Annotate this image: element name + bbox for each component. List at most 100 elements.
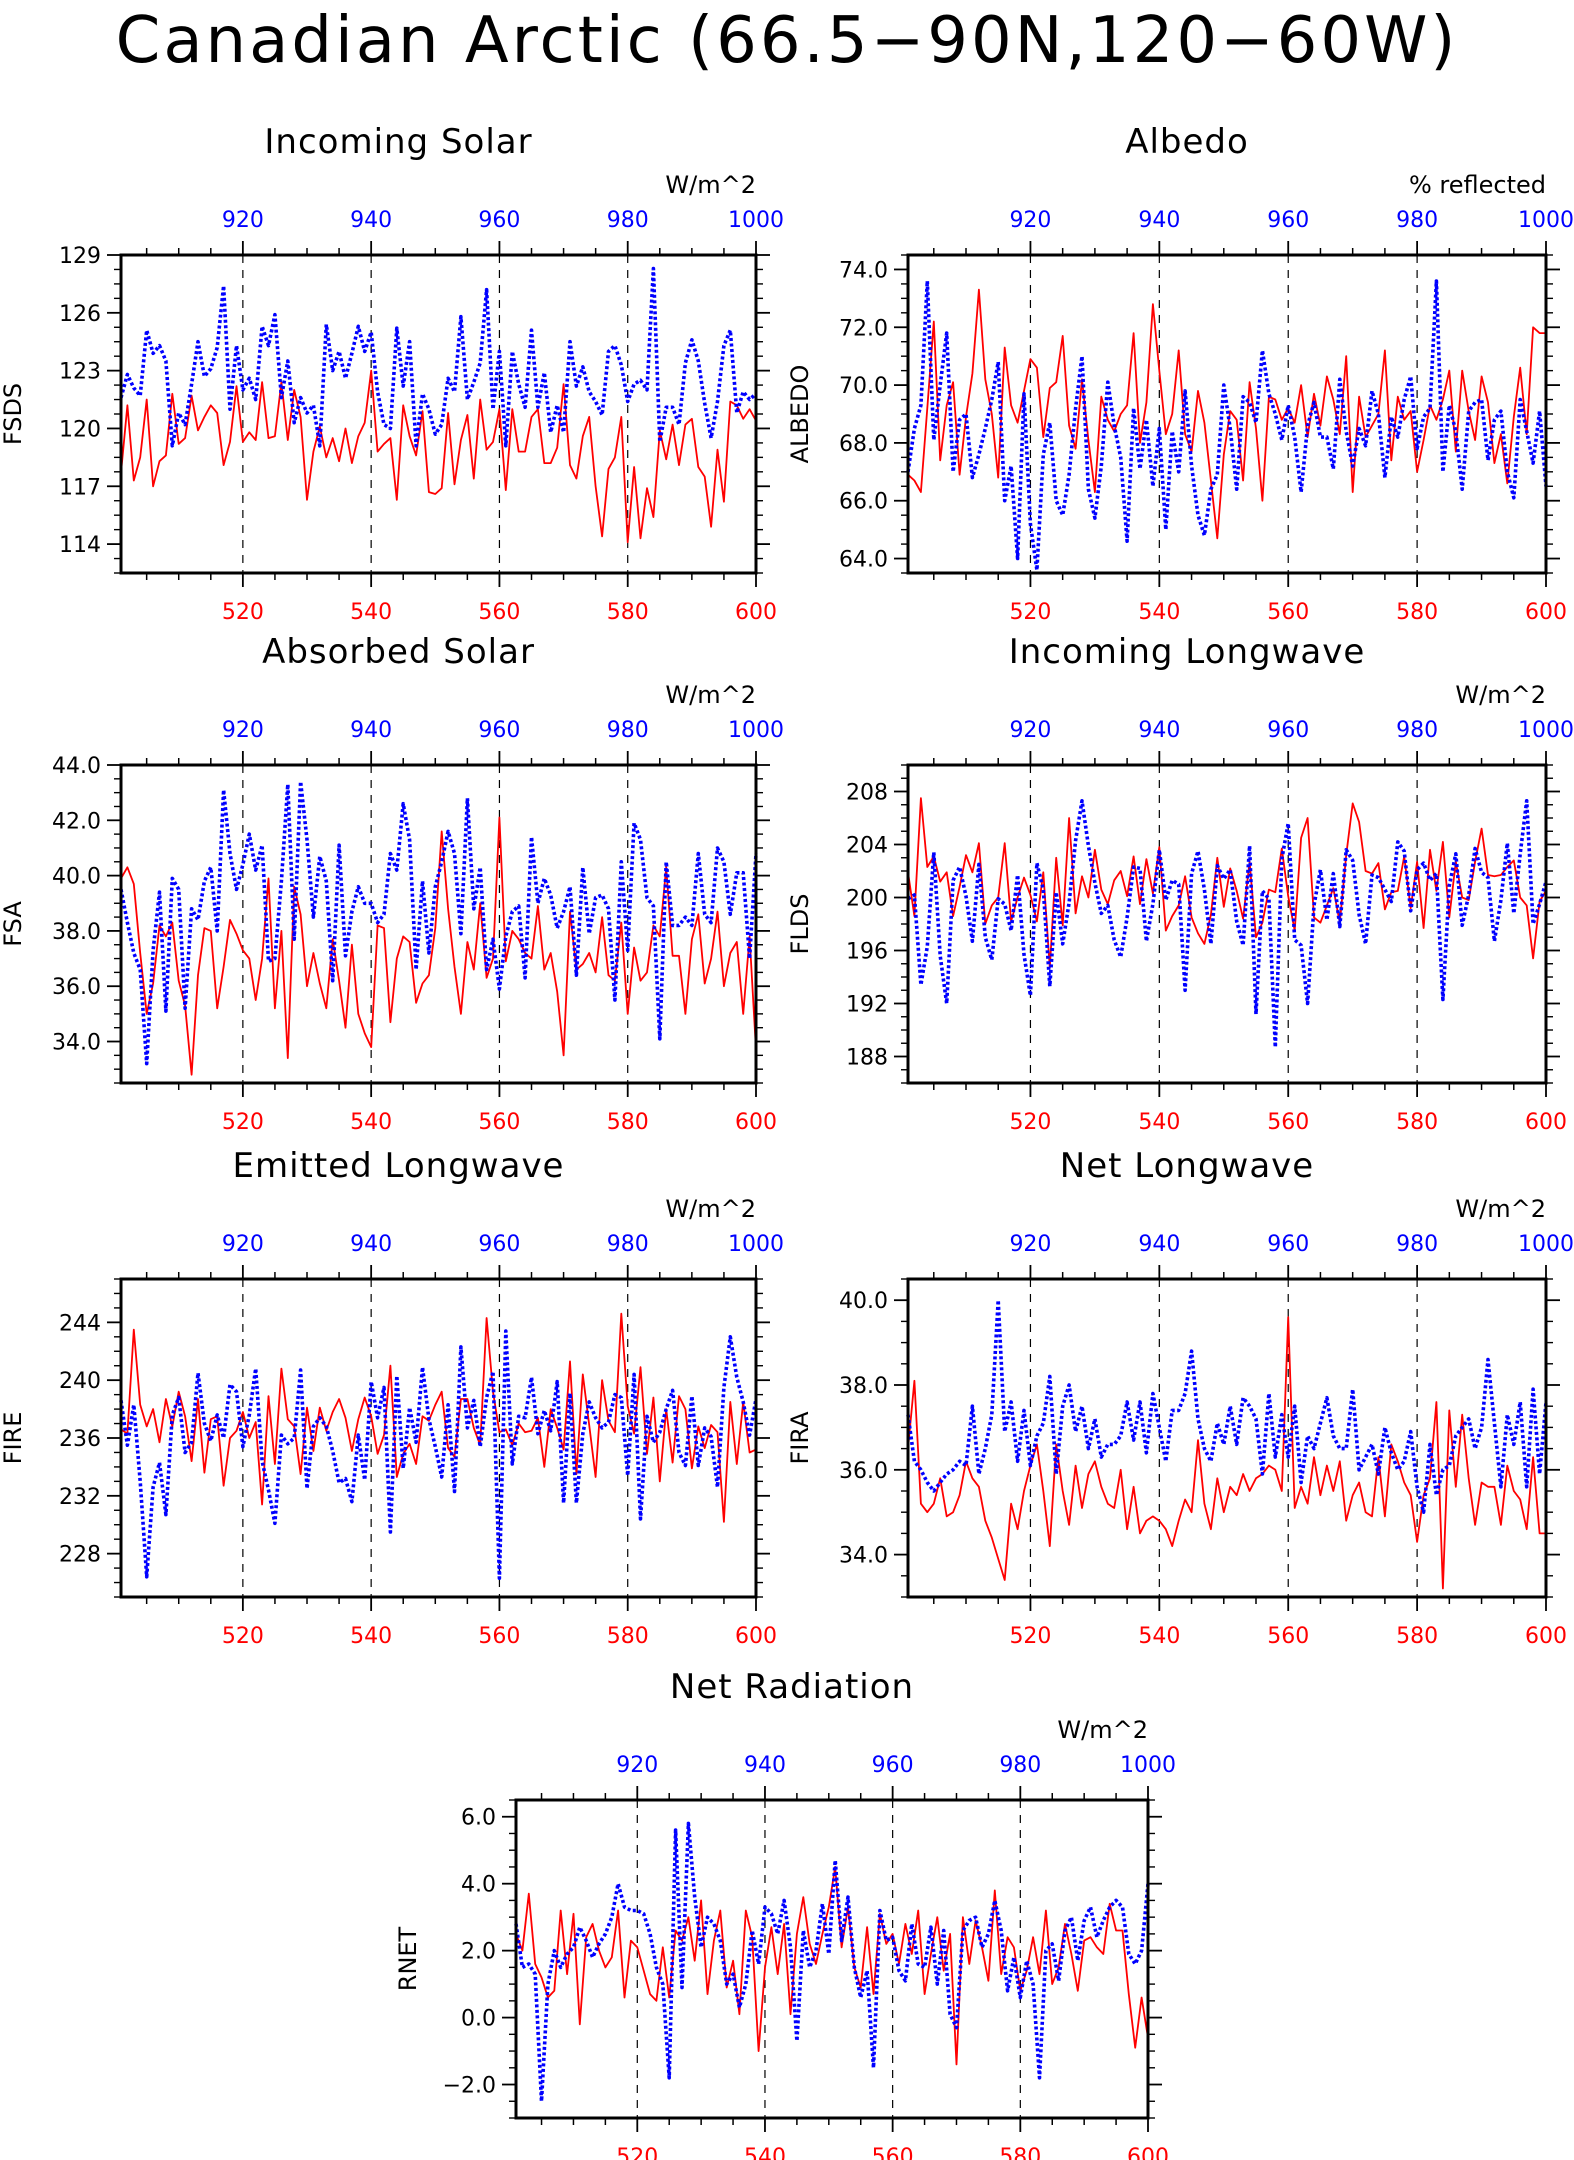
- x-tick-label-bottom: 600: [1525, 600, 1567, 625]
- y-tick-label: 42.0: [52, 809, 101, 834]
- x-tick-label-top: 1000: [1120, 1753, 1176, 1778]
- series-line-albedo-top: [906, 279, 1548, 572]
- x-tick-label-bottom: 580: [607, 1624, 649, 1649]
- panels-container: Incoming Solar W/m^2 FSDS 520 540 560 580 600 92…: [0, 122, 1574, 2160]
- plot-frame-fira: [906, 1277, 1548, 1599]
- series-line-fsa-top: [119, 779, 758, 1066]
- x-tick-label-top: 960: [1267, 718, 1309, 743]
- x-tick-label-bottom: 580: [999, 2145, 1041, 2160]
- chart-panel-fire: Emitted Longwave W/m^2 FIRE 520 540 560 580 600…: [0, 1146, 784, 1649]
- unit-label-flds: W/m^2: [1455, 681, 1546, 709]
- series-line-flds-top: [907, 798, 1548, 1049]
- y-tick-label: 240: [59, 1369, 101, 1394]
- x-tick-label-bottom: 560: [1267, 1110, 1309, 1135]
- x-tick-label-top: 980: [607, 718, 649, 743]
- chart-panel-albedo: Albedo % reflected ALBEDO 520 540 560 580 600 92…: [786, 122, 1574, 625]
- chart-panel-flds: Incoming Longwave W/m^2 FLDS 520 540 560 580 60…: [786, 632, 1574, 1135]
- y-tick-label: 34.0: [839, 1544, 888, 1569]
- x-tick-label-top: 960: [478, 208, 520, 233]
- series-line-fsds-bottom: [120, 369, 757, 544]
- x-tick-label-bottom: 540: [1138, 600, 1180, 625]
- panel-title-rnet: Net Radiation: [670, 1667, 914, 1707]
- x-tick-label-bottom: 560: [478, 1624, 520, 1649]
- x-tick-label-bottom: 540: [350, 600, 392, 625]
- x-tick-label-bottom: 580: [607, 1110, 649, 1135]
- y-tick-label: 6.0: [461, 1806, 496, 1831]
- x-tick-label-bottom: 540: [350, 1624, 392, 1649]
- y-tick-label: 4.0: [461, 1873, 496, 1898]
- x-tick-label-bottom: 540: [350, 1110, 392, 1135]
- y-axis-label-fire: FIRE: [0, 1412, 27, 1465]
- x-tick-label-top: 960: [1267, 208, 1309, 233]
- unit-label-fire: W/m^2: [665, 1195, 756, 1223]
- panel-title-fire: Emitted Longwave: [233, 1146, 565, 1186]
- series-line-fire-top: [119, 1329, 758, 1580]
- x-tick-label-top: 980: [1396, 1232, 1438, 1257]
- y-tick-label: 74.0: [839, 258, 888, 283]
- x-tick-label-top: 940: [350, 1232, 392, 1257]
- y-tick-label: 208: [846, 781, 888, 806]
- unit-label-fsds: W/m^2: [665, 171, 756, 199]
- figure-title: Canadian Arctic (66.5−90N,120−60W): [116, 4, 1459, 78]
- x-tick-label-top: 960: [478, 1232, 520, 1257]
- series-line-fira-bottom: [907, 1316, 1546, 1590]
- x-tick-label-bottom: 560: [1267, 1624, 1309, 1649]
- x-tick-label-bottom: 560: [872, 2145, 914, 2160]
- y-axis-label-fira: FIRA: [786, 1411, 814, 1465]
- plot-frame-fire: [119, 1277, 758, 1599]
- x-tick-label-top: 1000: [728, 208, 784, 233]
- x-tick-label-bottom: 520: [222, 1624, 264, 1649]
- x-tick-label-top: 920: [1009, 1232, 1051, 1257]
- x-tick-label-top: 980: [999, 1753, 1041, 1778]
- x-tick-label-bottom: 520: [1009, 600, 1051, 625]
- y-axis-label-flds: FLDS: [786, 894, 814, 955]
- x-tick-label-top: 920: [222, 208, 264, 233]
- x-tick-label-bottom: 520: [222, 600, 264, 625]
- y-tick-label: 204: [846, 834, 888, 859]
- x-tick-label-bottom: 520: [1009, 1110, 1051, 1135]
- y-tick-label: 232: [59, 1485, 101, 1510]
- x-tick-label-top: 940: [350, 208, 392, 233]
- series-line-fsa-bottom: [120, 816, 757, 1076]
- y-tick-label: 34.0: [52, 1031, 101, 1056]
- y-tick-label: 0.0: [461, 2007, 496, 2032]
- x-tick-label-top: 1000: [728, 718, 784, 743]
- x-tick-label-top: 980: [607, 1232, 649, 1257]
- plot-frame-fsds: [119, 253, 758, 575]
- y-tick-label: 64.0: [839, 548, 888, 573]
- x-tick-label-top: 1000: [1518, 208, 1574, 233]
- y-tick-label: 126: [59, 302, 101, 327]
- x-tick-label-bottom: 580: [1396, 1624, 1438, 1649]
- x-tick-label-top: 980: [1396, 208, 1438, 233]
- x-tick-label-top: 940: [744, 1753, 786, 1778]
- x-tick-label-bottom: 600: [1525, 1110, 1567, 1135]
- y-tick-label: 123: [59, 360, 101, 385]
- x-tick-label-bottom: 600: [735, 600, 777, 625]
- series-line-rnet-bottom: [515, 1866, 1149, 2066]
- y-tick-label: 236: [59, 1427, 101, 1452]
- unit-label-rnet: W/m^2: [1057, 1716, 1148, 1744]
- y-tick-label: 68.0: [839, 432, 888, 457]
- x-tick-label-bottom: 540: [1138, 1110, 1180, 1135]
- y-tick-label: 44.0: [52, 754, 101, 779]
- panel-title-albedo: Albedo: [1125, 122, 1249, 162]
- chart-panel-fsa: Absorbed Solar W/m^2 FSA 520 540 560 580 600 920…: [0, 632, 784, 1135]
- x-tick-label-top: 980: [607, 208, 649, 233]
- y-tick-label: 66.0: [839, 490, 888, 515]
- x-tick-label-top: 920: [1009, 718, 1051, 743]
- x-tick-label-top: 920: [616, 1753, 658, 1778]
- chart-panel-rnet: Net Radiation W/m^2 RNET 520 540 560 580 600 920…: [394, 1667, 1176, 2160]
- panel-title-fsa: Absorbed Solar: [262, 632, 535, 672]
- x-tick-label-bottom: 520: [222, 1110, 264, 1135]
- x-tick-label-bottom: 600: [735, 1110, 777, 1135]
- series-line-fire-bottom: [120, 1312, 757, 1523]
- y-tick-label: 36.0: [839, 1459, 888, 1484]
- x-tick-label-top: 1000: [1518, 1232, 1574, 1257]
- y-tick-label: 36.0: [52, 975, 101, 1000]
- series-line-rnet-top: [514, 1821, 1150, 2104]
- y-tick-label: 228: [59, 1543, 101, 1568]
- y-tick-label: 188: [846, 1046, 888, 1071]
- x-tick-label-bottom: 600: [1127, 2145, 1169, 2160]
- x-tick-label-top: 960: [478, 718, 520, 743]
- x-tick-label-bottom: 560: [478, 600, 520, 625]
